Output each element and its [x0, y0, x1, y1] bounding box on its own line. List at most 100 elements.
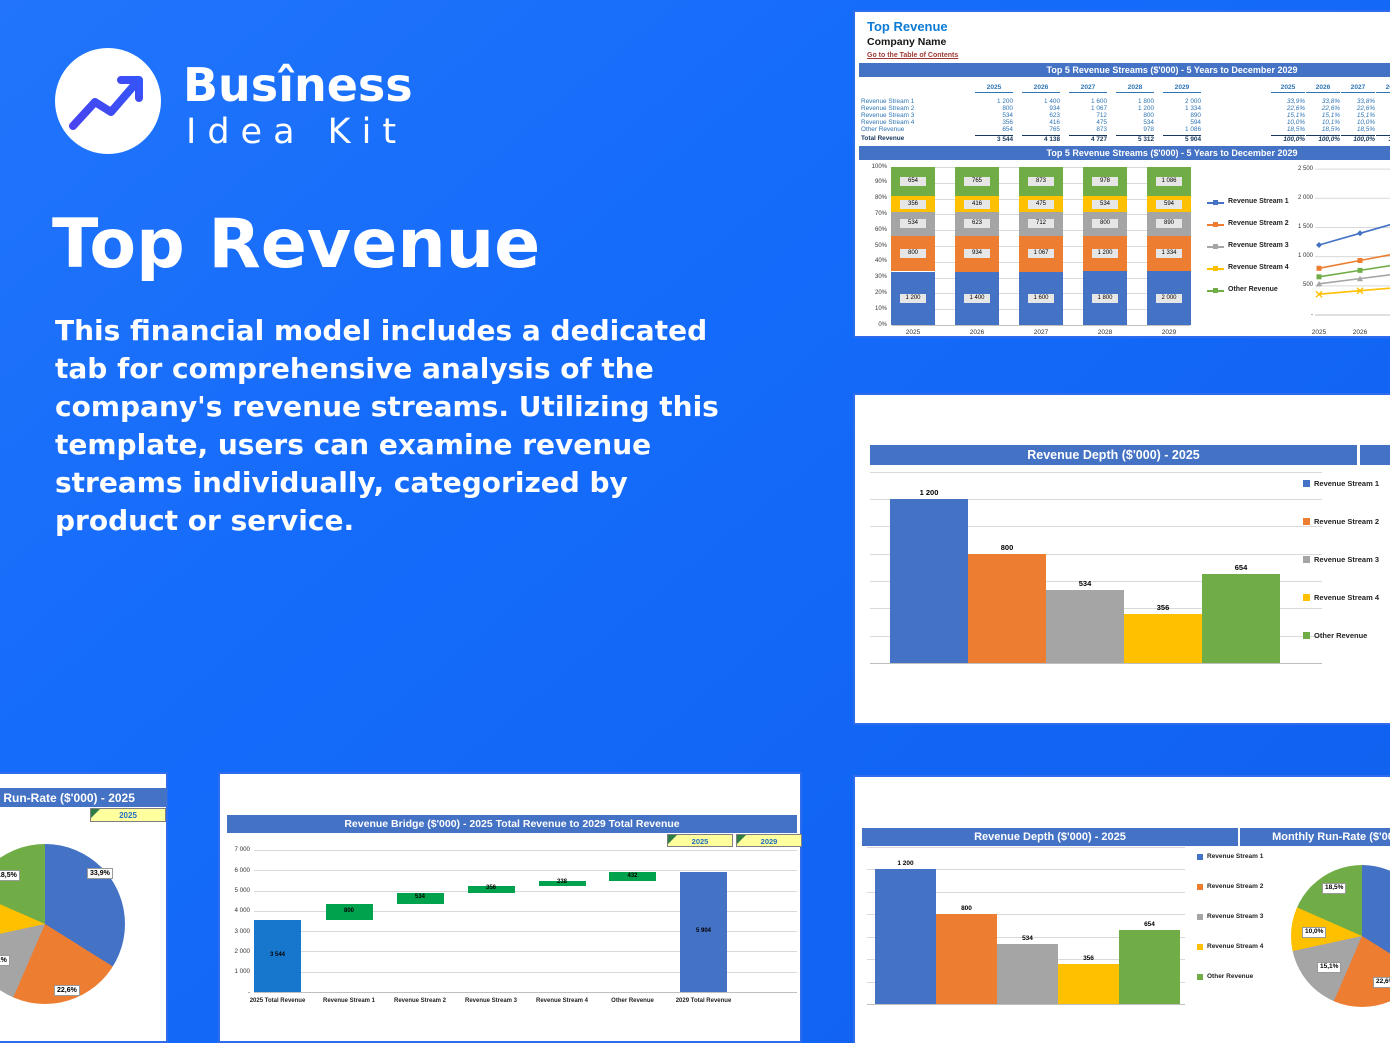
data-label: 654	[1144, 921, 1155, 929]
table-cell-pct: 33,8%	[1321, 98, 1340, 105]
table-year-header: 2028	[1376, 84, 1390, 93]
table-cell-pct: 10,0%	[1286, 119, 1305, 126]
data-label: 890	[1156, 219, 1182, 229]
data-label: 1 200	[1092, 249, 1118, 259]
table-cell-pct: 100,0%	[1376, 134, 1390, 143]
table-row-label: Other Revenue	[861, 126, 905, 133]
to-year-selector[interactable]: 2029	[736, 834, 802, 847]
data-label: 978	[1092, 177, 1118, 187]
table-cell-pct: 22,6%	[1356, 105, 1375, 112]
table-row-label: Total Revenue	[861, 134, 905, 142]
pie-label: 22,6%	[1373, 977, 1390, 988]
table-cell-value: 5 904	[1163, 134, 1201, 143]
table-cell-value: 416	[1049, 119, 1060, 126]
axis-category-label: 2025	[905, 329, 921, 336]
legend-swatch	[1303, 480, 1310, 487]
table-cell-pct: 100,0%	[1341, 134, 1375, 143]
axis-category-label: 2027	[1033, 329, 1049, 336]
table-cell-value: 1 067	[1091, 105, 1107, 112]
axis-tick-label: 6 000	[234, 866, 250, 874]
data-label: 654	[900, 177, 926, 187]
data-label: 1 200	[919, 487, 939, 497]
data-label: 475	[1028, 199, 1054, 209]
revenue-bridge-chart: - 1 000 2 000 3 000 4 000 5 000 6 000 7 000 3 54…	[220, 774, 800, 1041]
from-year-selector[interactable]: 2025	[667, 834, 733, 847]
data-label: 873	[1028, 177, 1054, 187]
data-label: 356	[485, 885, 496, 892]
axis-tick-label: 3 000	[234, 927, 250, 935]
grid-line	[254, 849, 797, 851]
pie-label: 10,0%	[1302, 927, 1327, 938]
grid-line	[867, 846, 1185, 848]
grid-line	[867, 1004, 1185, 1005]
bar	[890, 498, 968, 663]
grid-line	[254, 951, 797, 953]
legend-label: Revenue Stream 3	[1207, 913, 1264, 920]
table-cell-value: 534	[1143, 119, 1154, 126]
line-marker	[1357, 275, 1363, 282]
table-cell-value: 3 544	[975, 134, 1013, 143]
grid-line	[867, 914, 1185, 915]
brand-logo	[55, 48, 161, 154]
excel-screenshot-revenue-bridge: Revenue Bridge ($'000) - 2025 Total Reve…	[218, 772, 802, 1043]
grid-line	[870, 663, 1322, 664]
next-section-title-stub	[1360, 445, 1390, 465]
table-cell-value: 873	[1096, 126, 1107, 133]
axis-tick-label: 0%	[878, 321, 887, 328]
revenue-depth-title-2: Revenue Depth ($'000) - 2025	[862, 828, 1238, 846]
revenue-bridge-title: Revenue Bridge ($'000) - 2025 Total Reve…	[227, 815, 797, 833]
year-selector[interactable]: 2025	[90, 808, 166, 822]
axis-category-label: Revenue Stream 4	[535, 998, 589, 1004]
data-label: 800	[900, 249, 926, 259]
axis-tick-label: 20%	[874, 289, 887, 296]
table-cell-pct: 33,8%	[1356, 98, 1375, 105]
line-marker	[1316, 274, 1322, 280]
table-cell-value: 978	[1143, 126, 1154, 133]
axis-tick-label: 90%	[874, 179, 887, 186]
data-label: 654	[1234, 562, 1248, 572]
data-label: 416	[964, 199, 990, 209]
legend-label: Revenue Stream 4	[1314, 593, 1380, 602]
axis-tick-label: 1 500	[1297, 223, 1313, 230]
line-marker	[1316, 265, 1322, 271]
axis-tick-label: 5 000	[234, 887, 250, 895]
grid-line	[867, 869, 1185, 870]
waterfall-bar	[680, 872, 727, 992]
data-label: 1 600	[1028, 293, 1054, 303]
axis-category-label: 2025	[1311, 329, 1327, 336]
grid-line	[254, 870, 797, 872]
data-label: 765	[964, 177, 990, 187]
table-year-header: 2025	[975, 84, 1013, 93]
data-label: 534	[414, 894, 425, 901]
bar	[1058, 963, 1119, 1004]
table-section-title: Top 5 Revenue Streams ($'000) - 5 Years …	[859, 63, 1390, 77]
axis-tick-label: -	[247, 988, 250, 996]
axis-category-label: 2027	[1386, 329, 1390, 336]
table-cell-pct: 10,0%	[1356, 119, 1375, 126]
grid-line	[254, 931, 797, 933]
table-cell-value: 934	[1049, 105, 1060, 112]
table-year-header: 2028	[1116, 84, 1154, 93]
table-cell-value: 475	[1096, 119, 1107, 126]
line-marker	[1357, 267, 1363, 273]
table-cell-pct: 15,1%	[1286, 112, 1305, 119]
run-rate-title-bar	[0, 788, 167, 807]
grid-line	[254, 992, 797, 993]
run-rate-title-2: Monthly Run-Rate ($'000) - 2025	[1240, 828, 1390, 846]
table-cell-pct: 100,0%	[1306, 134, 1340, 143]
table-year-header: 2029	[1163, 84, 1201, 93]
legend-label: Other Revenue	[1228, 286, 1278, 293]
table-row-label: Revenue Stream 1	[861, 98, 915, 105]
data-label: 238	[556, 879, 567, 886]
axis-category-label: Revenue Stream 2	[393, 998, 447, 1004]
grid-line	[254, 971, 797, 973]
pie-label: 15,1%	[1317, 962, 1342, 973]
table-cell-pct: 33,9%	[1286, 98, 1305, 105]
brand-name-line1: Busîness	[183, 58, 413, 112]
legend-marker	[1213, 288, 1218, 293]
bar	[1119, 930, 1180, 1004]
axis-tick-label: 7 000	[234, 846, 250, 854]
table-of-contents-link[interactable]: Go to the Table of Contents	[867, 52, 959, 59]
grid-line	[254, 890, 797, 892]
axis-tick-label: 40%	[874, 258, 887, 265]
